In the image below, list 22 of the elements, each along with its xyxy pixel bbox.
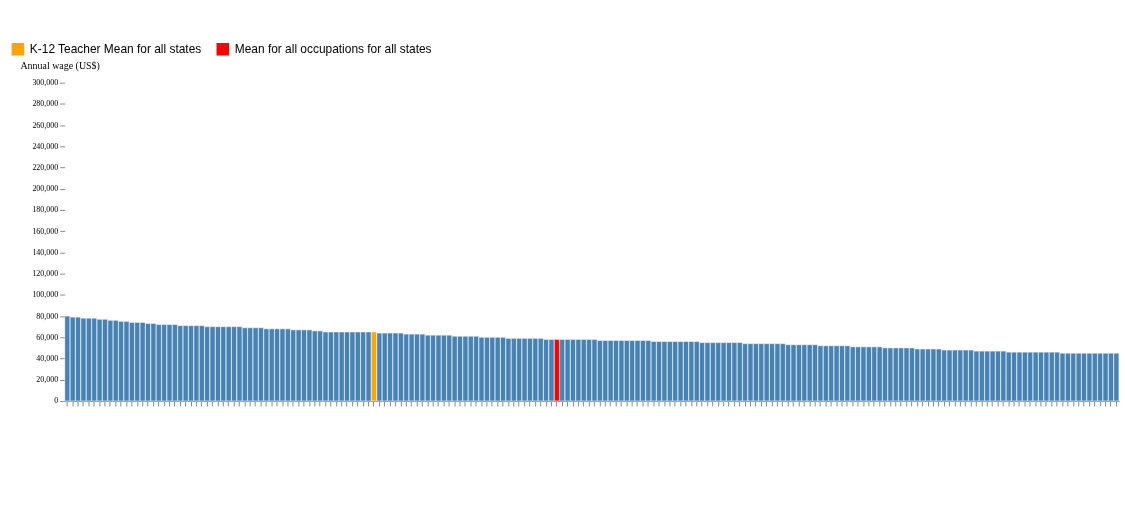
y-tick-label: 120,000 (32, 269, 59, 279)
y-tick-label: 20,000 (36, 375, 59, 385)
y-tick-label: 180,000 (32, 205, 59, 215)
y-tick-label: 160,000 (32, 226, 59, 236)
y-tick-label: 40,000 (36, 354, 59, 364)
y-tick-label: 140,000 (32, 247, 59, 257)
legend-label: Mean for all occupations for all states (234, 42, 432, 57)
y-tick-label: 200,000 (32, 184, 59, 194)
bar (64, 315, 71, 402)
y-tick-label: 60,000 (36, 332, 59, 342)
legend-label: K-12 Teacher Mean for all states (29, 42, 202, 57)
y-tick-label: 300,000 (32, 78, 59, 88)
y-tick-label: 280,000 (32, 99, 59, 109)
y-tick-label: 220,000 (32, 163, 59, 173)
y-tick-label: 0 (54, 396, 59, 406)
y-tick-label: 100,000 (32, 290, 59, 300)
y-tick-label: 80,000 (36, 311, 59, 321)
y-axis-title: Annual wage (US$) (20, 60, 100, 73)
bar (381, 332, 388, 402)
bar (564, 339, 571, 402)
y-tick-label: 260,000 (32, 120, 59, 130)
y-tick-label: 240,000 (32, 141, 59, 151)
